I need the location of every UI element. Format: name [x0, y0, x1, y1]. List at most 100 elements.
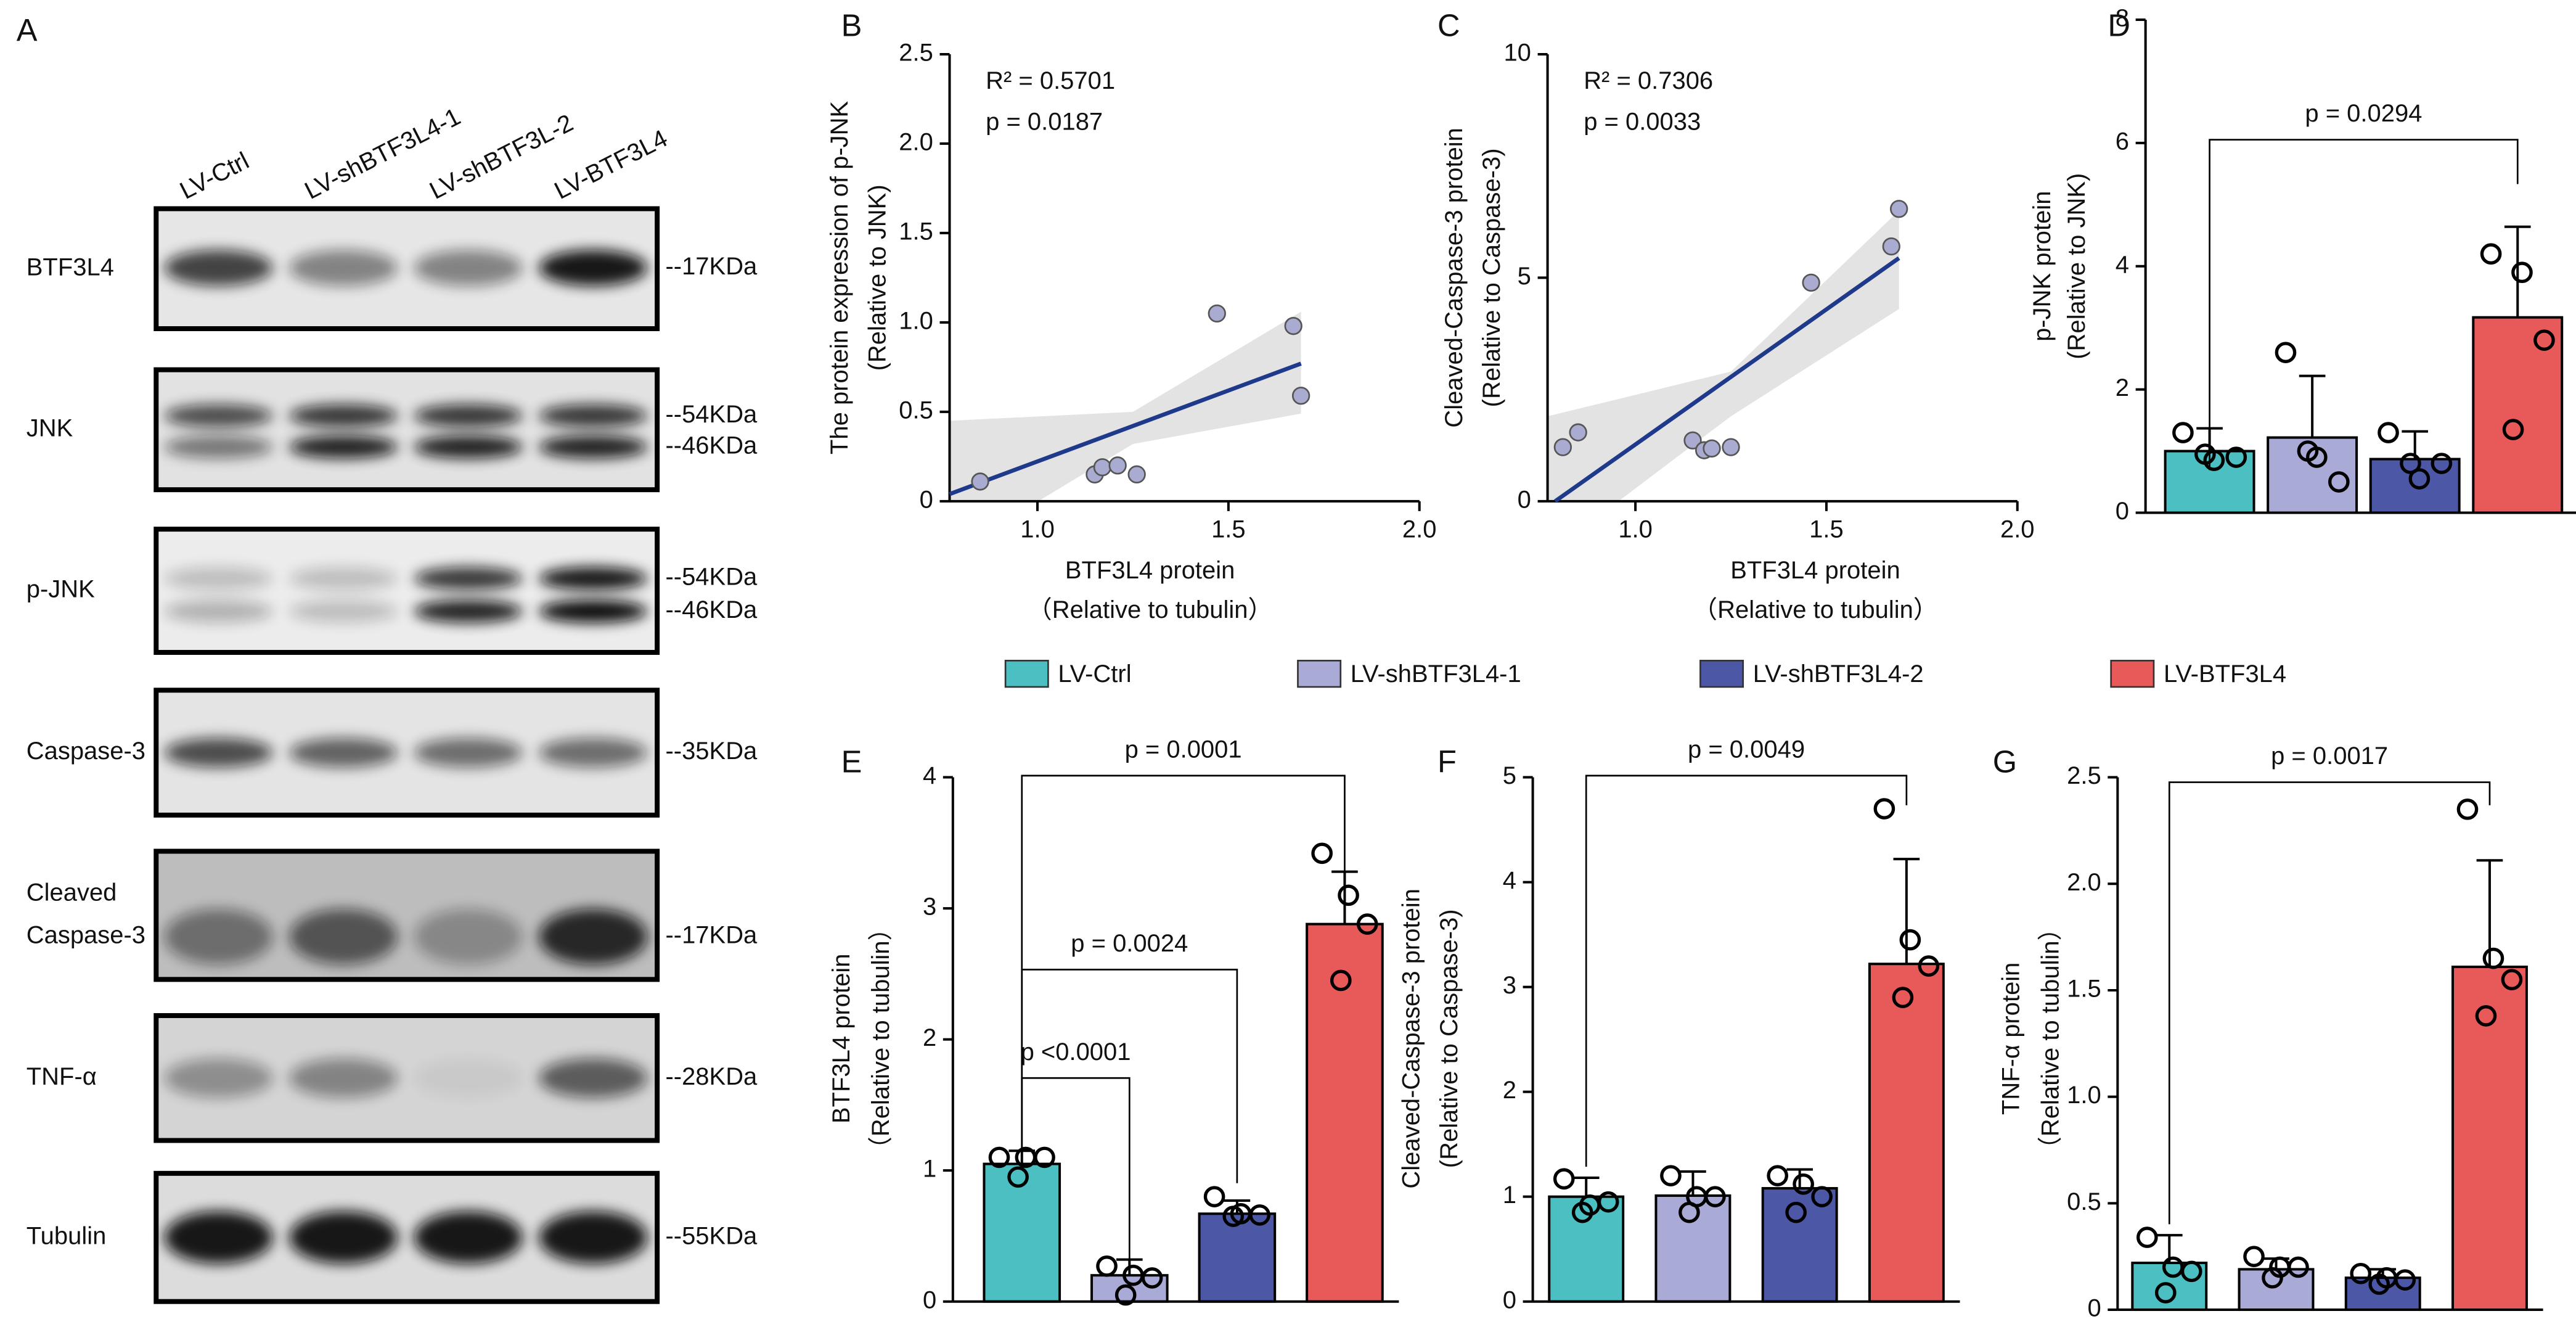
legend-swatch	[1699, 660, 1744, 688]
y-tick-label: 3	[923, 894, 936, 921]
y-tick-label: 0	[923, 1286, 936, 1313]
panel-label: G	[1993, 744, 2017, 779]
y-axis-label: (Relative to JNK)	[2063, 173, 2090, 359]
y-tick-label: 0	[920, 486, 933, 513]
legend-swatch	[2110, 660, 2155, 688]
data-point	[2288, 1256, 2309, 1278]
blot-box	[153, 527, 660, 655]
scatter-point	[1722, 438, 1740, 456]
scatter-point	[1802, 273, 1820, 292]
scatter-point	[1291, 387, 1310, 405]
data-point	[2225, 446, 2247, 468]
data-point	[2368, 1273, 2390, 1295]
blot-band	[539, 1211, 648, 1264]
x-tick-label: 1.0	[1618, 516, 1653, 543]
blot-band	[289, 435, 398, 459]
data-point	[1873, 798, 1895, 820]
blot-band	[414, 908, 523, 965]
y-tick-label: 0	[2087, 1295, 2101, 1322]
x-tick-label: 1.0	[1020, 516, 1055, 543]
y-tick-label: 2.5	[2067, 762, 2101, 789]
x-tick-label: 2.0	[1402, 516, 1437, 543]
panel-label: C	[1437, 8, 1460, 43]
y-tick-label: 10	[1503, 39, 1531, 67]
blot-band	[414, 567, 523, 590]
panel-label: F	[1437, 744, 1457, 779]
annotation: p = 0.0033	[1584, 108, 1701, 135]
legend-label: LV-shBTF3L4-2	[1753, 660, 1924, 688]
data-point	[1222, 1206, 1245, 1227]
blot-band	[539, 908, 648, 965]
confidence-band	[1547, 210, 1899, 501]
scatter-point	[1093, 458, 1112, 477]
blot-band	[414, 250, 523, 286]
data-point	[1597, 1191, 1619, 1213]
y-tick-label: 1.5	[899, 218, 933, 245]
data-point	[1704, 1186, 1726, 1207]
data-point	[2136, 1226, 2158, 1248]
bar	[1868, 963, 1945, 1303]
y-tick-label: 5	[1518, 263, 1531, 290]
data-point	[1785, 1201, 1807, 1223]
blot-band	[164, 250, 273, 286]
y-tick-label: 0.5	[2067, 1188, 2101, 1215]
row-label: Caspase-3	[27, 737, 145, 765]
blot-box	[153, 367, 660, 493]
data-point	[1338, 884, 1359, 906]
data-point	[2172, 422, 2194, 443]
data-point	[1553, 1168, 1575, 1190]
data-point	[2378, 422, 2399, 443]
significance-bracket	[2209, 139, 2519, 470]
row-label: Tubulin	[27, 1222, 107, 1249]
blot-band	[414, 599, 523, 623]
data-point	[2180, 1260, 2202, 1283]
annotation: R² = 0.5701	[986, 67, 1115, 94]
data-point	[2408, 468, 2431, 490]
y-tick-label: 4	[1503, 867, 1516, 894]
data-point	[1918, 955, 1940, 977]
data-point	[2475, 1005, 2497, 1027]
y-tick-label: 5	[1503, 762, 1516, 789]
data-point	[2511, 261, 2533, 284]
data-point	[1811, 1186, 1833, 1207]
data-point	[2533, 329, 2555, 351]
y-tick-label: 8	[2116, 5, 2129, 32]
data-point	[1793, 1173, 1814, 1195]
blot-band	[164, 599, 273, 623]
size-label: --28KDa	[665, 1063, 758, 1090]
x-axis-label: BTF3L4 protein	[1065, 557, 1235, 584]
bar	[2451, 965, 2528, 1312]
data-point	[2480, 243, 2502, 265]
y-tick-label: 2.0	[899, 128, 933, 155]
data-point	[1096, 1255, 1118, 1277]
data-point	[1007, 1166, 1029, 1188]
significance-bracket	[1585, 774, 1908, 1167]
y-axis-label: （Relative to tubulin）	[2037, 916, 2064, 1161]
scatter-point	[1108, 456, 1127, 475]
scatter-point	[1882, 237, 1900, 256]
size-label: --17KDa	[665, 253, 758, 280]
data-point	[1899, 929, 1921, 951]
y-tick-label: 1.0	[2067, 1082, 2101, 1109]
row-label: TNF-α	[27, 1063, 97, 1090]
data-point	[1034, 1146, 1055, 1169]
scatter-point	[1890, 200, 1908, 218]
data-point	[2456, 799, 2479, 820]
significance-bracket	[1021, 774, 1346, 1159]
blot-band	[539, 1058, 648, 1098]
y-axis-label: (Relative to Caspase-3)	[1436, 909, 1463, 1168]
data-point	[2350, 1262, 2372, 1284]
x-axis-label: （Relative to tubulin）	[1028, 596, 1273, 623]
data-point	[1114, 1284, 1137, 1306]
significance-label: p = 0.0049	[1688, 736, 1805, 763]
size-label: --46KDa	[665, 596, 758, 623]
scatter-point	[1284, 317, 1302, 335]
blot-band	[164, 1211, 273, 1264]
scatter-point	[1683, 431, 1702, 450]
data-point	[2328, 471, 2350, 493]
blot-band	[164, 567, 273, 590]
scatter-point	[1553, 438, 1572, 456]
y-axis-label: (Relative to Caspase-3)	[1478, 148, 1505, 407]
